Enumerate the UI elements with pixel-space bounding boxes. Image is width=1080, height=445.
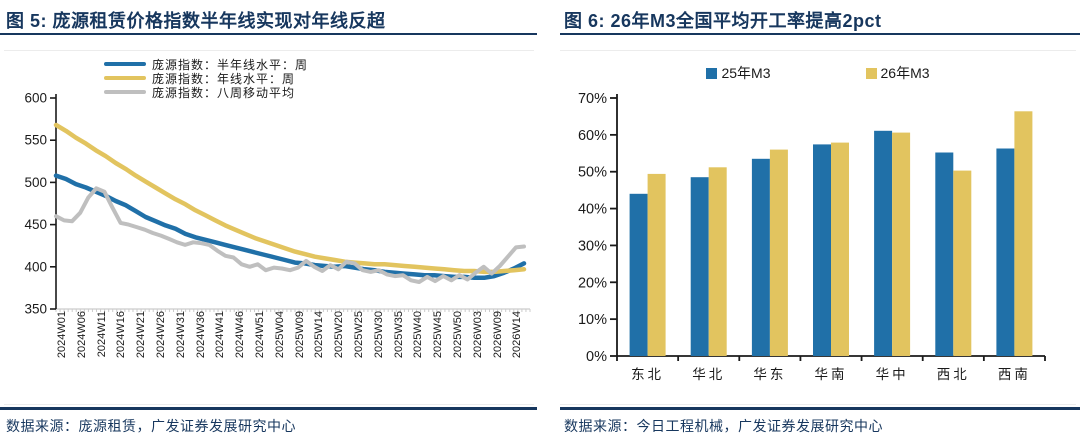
bar-25年M3 [996,148,1015,356]
x-axis-tick-label: 2026W14 [511,311,524,359]
figure6-category-labels: 东北 华北 华东 华南 华中 西北 西南 [617,363,1045,383]
legend-item: 庞源指数：半年线水平：周 [104,57,309,72]
x-axis-tick-label: 2025W14 [313,311,326,359]
figure6-source: 数据来源：今日工程机械，广发证券发展研究中心 [564,418,883,434]
bar-25年M3 [874,130,893,356]
bar-26年M3 [831,142,849,356]
x-axis-category-label: 西南 [997,367,1031,382]
figure5-source: 数据来源：庞源租赁，广发证券发展研究中心 [6,418,296,434]
y-axis-tick-label: 50% [578,165,607,181]
legend-label: 庞源指数：年线水平：周 [152,71,296,86]
x-axis-tick-label: 2026W09 [491,311,504,359]
bar-25年M3 [813,144,831,356]
bar-26年M3 [708,167,727,356]
x-axis-category-label: 华东 [753,367,787,382]
y-axis-tick-label: 500 [24,175,47,190]
x-axis-tick-label: 2024W16 [115,311,128,359]
figure5-chart: 350 400 450 500 550 600 庞源指数：半年线水平：周 庞源指数：年线水平… [4,50,534,405]
y-axis-tick-label: 60% [578,128,607,144]
x-axis-tick-label: 2024W26 [154,311,167,359]
x-axis-tick-label: 2024W06 [75,311,88,359]
x-axis-tick-label: 2024W51 [253,311,266,359]
x-axis-category-label: 华南 [814,367,848,382]
legend-label: 26年M3 [880,65,930,81]
series-line [53,173,527,281]
legend-square-swatch [865,67,877,79]
x-axis-tick-label: 2025W04 [273,311,286,359]
figure6-panel: 图 6: 26年M3全国平均开工率提高2pct 0% 10% 20% 30% 40% 50… [540,0,1080,445]
x-axis-tick-label: 2024W46 [234,311,247,359]
figure5-x-axis-labels: 2024W01 2024W06 2024W11 2024W16 2024W21 2024W… [56,311,524,401]
x-axis-tick-label: 2025W09 [293,311,306,359]
y-axis-tick-label: 450 [24,217,47,232]
legend-item: 26年M3 [865,63,930,83]
x-axis-tick-label: 2024W36 [194,311,207,359]
y-axis-tick-label: 0% [586,349,607,363]
y-axis-tick-label: 400 [24,259,47,274]
bar-26年M3 [953,170,972,356]
x-axis-tick-label: 2024W01 [56,311,68,359]
x-axis-category-label: 华北 [692,367,726,382]
figure6-chart: 0% 10% 20% 30% 40% 50% 60% 70% 25年M3 26年M3 东北 华北 华… [560,50,1076,405]
legend-line-swatch [104,75,146,81]
y-axis-tick-label: 30% [578,238,607,254]
series-line [54,186,526,284]
figure6-source-rule [560,407,1080,410]
figure5-panel: 图 5: 庞源租赁价格指数半年线实现对年线反超 350 400 450 500 550 6… [0,11,537,434]
legend-line-swatch [104,89,146,95]
x-axis-tick-label: 2025W45 [432,311,445,359]
x-axis-tick-label: 2024W31 [174,311,187,359]
figure6-legend: 25年M3 26年M3 [560,63,1076,83]
bar-26年M3 [1014,111,1033,356]
x-axis-tick-label: 2024W41 [214,311,227,359]
bar-25年M3 [751,158,770,356]
series-line [53,122,527,275]
pangyuan-index-line-chart: 350 400 450 500 550 600 [24,91,531,317]
legend-label: 庞源指数：半年线水平：周 [152,57,309,72]
figure5-title: 图 5: 庞源租赁价格指数半年线实现对年线反超 [6,11,386,31]
x-axis-tick-label: 2024W21 [135,311,148,359]
legend-square-swatch [706,67,718,79]
legend-item: 庞源指数：年线水平：周 [104,71,308,86]
figure5-source-rule [0,407,537,410]
bar-26年M3 [769,149,788,356]
x-axis-category-label: 东北 [631,367,665,382]
bar-25年M3 [935,152,954,356]
figure5-legend: 庞源指数：半年线水平：周 庞源指数：年线水平：周 庞源指数：八周移动平均 [104,57,309,100]
legend-label: 25年M3 [721,65,771,81]
y-axis-tick-label: 600 [24,91,47,106]
x-axis-tick-label: 2024W11 [95,311,108,358]
x-axis-tick-label: 2025W35 [392,311,405,359]
x-axis-tick-label: 2025W50 [451,311,464,359]
x-axis-tick-label: 2025W25 [352,311,365,359]
bar-25年M3 [690,177,709,356]
bar-26年M3 [892,132,911,356]
legend-line-swatch [104,61,146,67]
x-axis-tick-label: 2025W20 [333,311,346,359]
figure5-title-rule [0,33,537,35]
legend-label: 庞源指数：八周移动平均 [152,85,296,100]
figure6-title-rule [560,33,1080,35]
bar-26年M3 [647,173,666,356]
legend-item: 25年M3 [706,63,771,83]
x-axis-category-label: 华中 [875,367,909,382]
x-axis-tick-label: 2025W30 [372,311,385,359]
x-axis-tick-label: 2026W03 [471,311,484,359]
x-axis-category-label: 西北 [936,367,970,382]
figure6-title: 图 6: 26年M3全国平均开工率提高2pct [564,11,882,31]
operating-rate-bar-chart: 0% 10% 20% 30% 40% 50% 60% 70% [578,91,1046,363]
bar-25年M3 [629,193,648,356]
y-axis-tick-label: 20% [578,275,607,291]
y-axis-tick-label: 40% [578,202,607,218]
x-axis-tick-label: 2025W40 [412,311,425,359]
legend-item: 庞源指数：八周移动平均 [104,85,308,100]
y-axis-tick-label: 10% [578,312,607,328]
y-axis-tick-label: 70% [578,91,607,107]
y-axis-tick-label: 550 [24,133,47,148]
y-axis-tick-label: 350 [24,302,47,317]
